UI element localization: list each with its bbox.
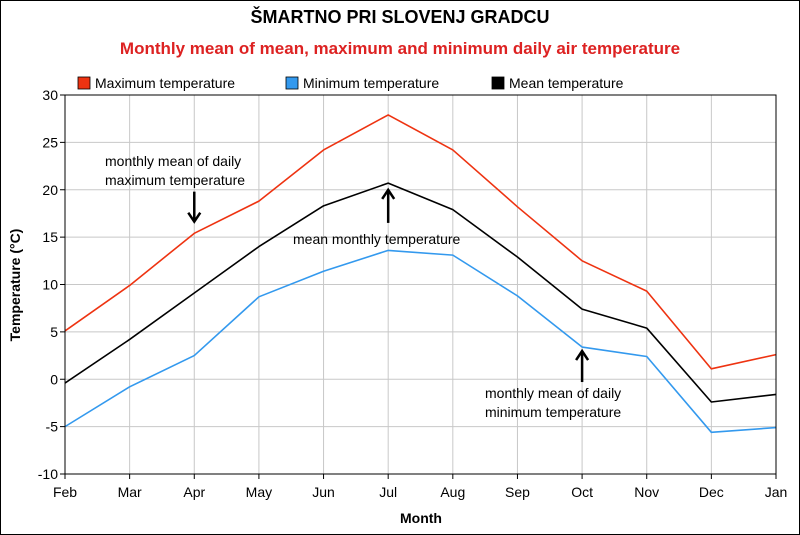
axes: -10 -5 0 5 10 15 20 25 30 Feb Mar Apr May Jun Jul Aug Se… [38, 87, 788, 500]
legend-label: Minimum temperature [303, 75, 439, 91]
legend-swatch [77, 76, 91, 90]
legend-swatch [285, 76, 299, 90]
legend: Maximum temperature Minimum temperature Me… [77, 75, 624, 91]
x-tick-label: May [246, 484, 272, 500]
x-tick-label: Jan [765, 484, 788, 500]
x-axis-title: Month [400, 510, 442, 526]
annotation-arrowhead [575, 348, 590, 361]
annotation-text: mean monthly temperature [293, 231, 461, 247]
x-tick-label: Aug [440, 484, 465, 500]
y-tick-label: -10 [38, 466, 58, 482]
y-tick-label: 25 [42, 134, 58, 150]
x-tick-label: Nov [634, 484, 659, 500]
y-tick-label: 15 [42, 229, 58, 245]
chart-subtitle: Monthly mean of mean, maximum and minimu… [120, 39, 680, 58]
annotation-text: minimum temperature [485, 404, 621, 420]
annotation-text: monthly mean of daily [485, 385, 621, 401]
annotations: monthly mean of daily maximum temperature… [105, 153, 621, 420]
legend-label: Maximum temperature [95, 75, 235, 91]
y-tick-label: 5 [50, 324, 58, 340]
x-tick-label: Mar [118, 484, 142, 500]
x-tick-label: Apr [183, 484, 205, 500]
x-tick-label: Feb [53, 484, 77, 500]
y-tick-label: 20 [42, 182, 58, 198]
x-tick-label: Dec [699, 484, 724, 500]
legend-swatch [491, 76, 505, 90]
series-line-maximum-temperature [64, 114, 777, 370]
legend-label: Mean temperature [509, 75, 624, 91]
x-tick-label: Jun [312, 484, 335, 500]
chart-title: ŠMARTNO PRI SLOVENJ GRADCU [250, 6, 549, 27]
series-layer [64, 114, 777, 434]
series-line-mean-temperature [64, 182, 777, 403]
y-axis-title: Temperature (°C) [7, 229, 23, 342]
x-tick-label: Oct [571, 484, 593, 500]
annotation-text: maximum temperature [105, 172, 245, 188]
y-tick-label: -5 [46, 419, 59, 435]
y-tick-label: 30 [42, 87, 58, 103]
y-tick-label: 10 [42, 277, 58, 293]
x-tick-label: Jul [379, 484, 397, 500]
series-line-minimum-temperature [64, 249, 777, 434]
annotation-arrowhead [187, 211, 202, 224]
y-tick-label: 0 [50, 371, 58, 387]
annotation-arrowhead [381, 187, 396, 200]
x-tick-label: Sep [505, 484, 530, 500]
annotation-text: monthly mean of daily [105, 153, 241, 169]
